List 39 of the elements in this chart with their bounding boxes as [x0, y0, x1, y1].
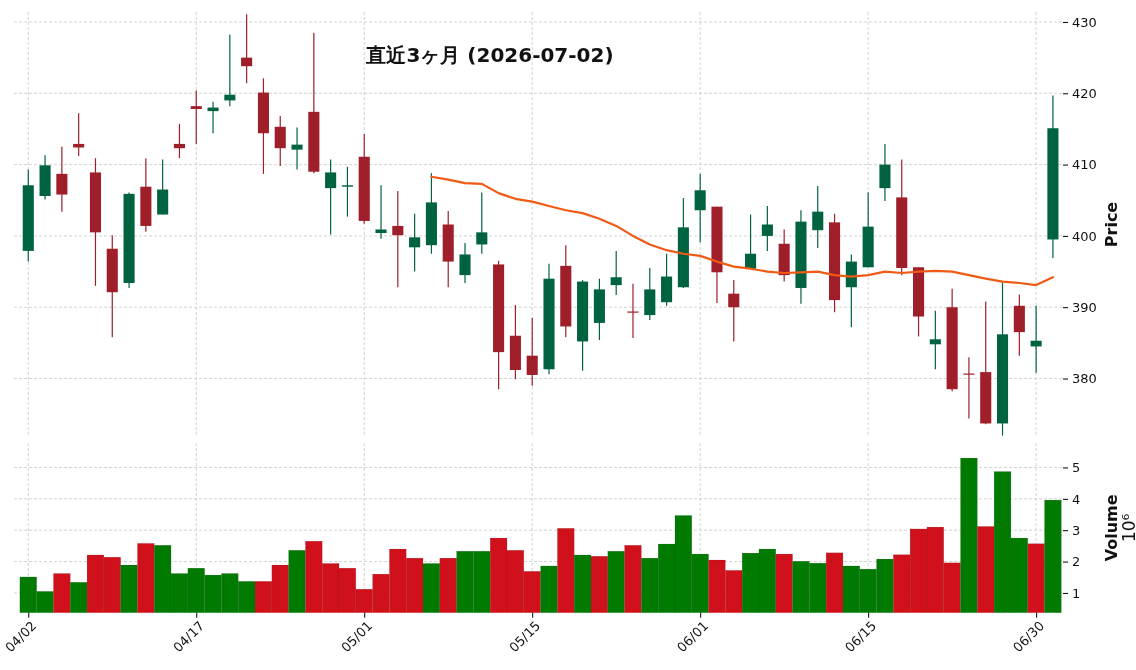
candlestick — [745, 213, 757, 270]
y-tick-label: 4 — [1072, 491, 1081, 507]
y-axis-title: Volume — [1102, 494, 1121, 562]
y-tick-label: 400 — [1072, 228, 1097, 244]
candlestick — [325, 159, 337, 236]
candlestick — [409, 213, 421, 273]
line-series — [430, 175, 1055, 287]
y-tick-label: 1 — [1072, 585, 1081, 601]
candlestick — [694, 173, 706, 243]
candlestick — [274, 115, 286, 167]
candlestick — [526, 317, 538, 387]
candlestick — [392, 190, 404, 288]
y-tick-label: 420 — [1072, 85, 1097, 101]
candlestick — [459, 242, 471, 284]
y-tick-label: 430 — [1072, 14, 1097, 30]
text: 10⁶ — [1119, 513, 1136, 543]
candlestick — [929, 310, 941, 370]
y-tick-label: 380 — [1072, 371, 1097, 387]
candlestick — [812, 185, 824, 249]
y-axis-title: Price — [1102, 201, 1121, 248]
candlestick — [476, 191, 488, 255]
candlestick — [291, 126, 303, 171]
candlestick — [173, 123, 185, 159]
candlestick — [728, 279, 740, 343]
text: 直近3ヶ月 (2026-07-02) — [365, 43, 614, 67]
candlestick — [375, 184, 387, 240]
candlestick — [627, 283, 639, 339]
candlestick — [241, 13, 253, 84]
y-tick-label: 3 — [1072, 522, 1081, 538]
candlestick — [879, 143, 891, 202]
candlestick — [610, 250, 622, 296]
candlestick — [190, 89, 202, 145]
y-tick-label: 390 — [1072, 299, 1097, 315]
y-tick-label: 410 — [1072, 157, 1097, 173]
candlestick — [761, 205, 773, 252]
candlestick — [341, 166, 353, 218]
y-tick-label: 5 — [1072, 460, 1081, 476]
candlestick — [56, 146, 68, 213]
y-tick-label: 2 — [1072, 554, 1081, 570]
